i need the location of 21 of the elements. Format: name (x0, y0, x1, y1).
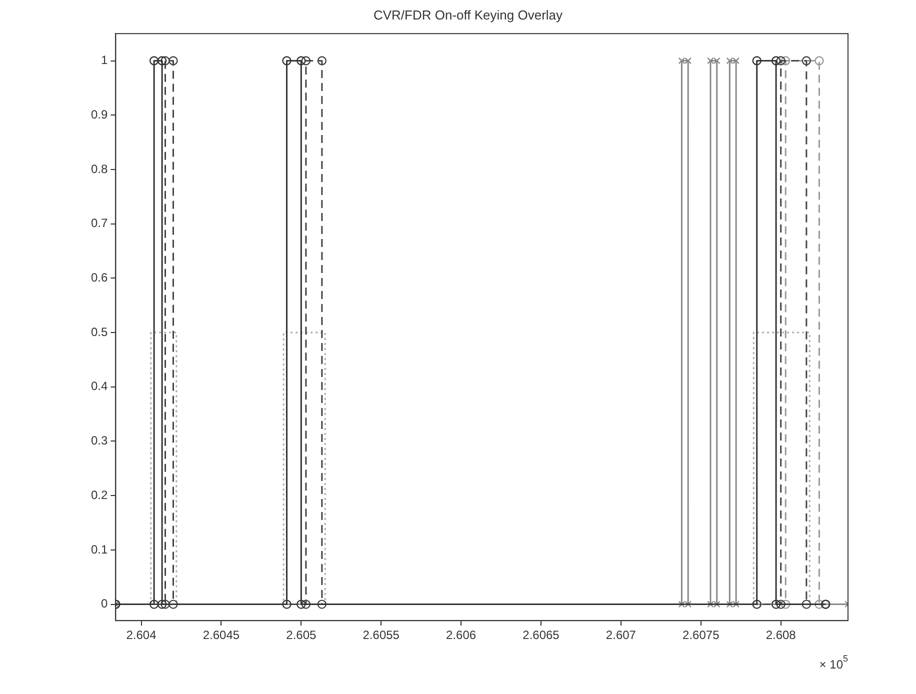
y-tick-label: 0.4 (90, 379, 108, 394)
y-tick-label: 0 (100, 596, 108, 611)
x-tick-label: 2.6075 (682, 628, 720, 642)
y-tick-label: 1 (100, 53, 108, 68)
x-tick-label: 2.607 (606, 628, 636, 642)
y-tick-label: 0.5 (90, 324, 108, 339)
x-tick-label: 2.606 (446, 628, 476, 642)
y-tick-label: 0.7 (90, 216, 108, 230)
x-tick-label: 2.605 (286, 628, 316, 642)
y-tick-label: 0.6 (90, 270, 108, 284)
x-tick-label: 2.608 (766, 628, 796, 642)
chart-title: CVR/FDR On-off Keying Overlay (373, 7, 564, 22)
y-tick-label: 0.9 (90, 107, 108, 122)
x-tick-label: 2.604 (126, 628, 157, 642)
x-tick-label: 2.6055 (362, 628, 400, 642)
x-tick-label: 2.6065 (522, 628, 560, 642)
y-tick-label: 0.3 (90, 434, 108, 448)
y-tick-label: 0.8 (90, 162, 108, 176)
x-tick-label: 2.6045 (202, 628, 240, 642)
y-tick-label: 0.2 (90, 488, 108, 502)
y-tick-label: 0.1 (90, 542, 108, 556)
